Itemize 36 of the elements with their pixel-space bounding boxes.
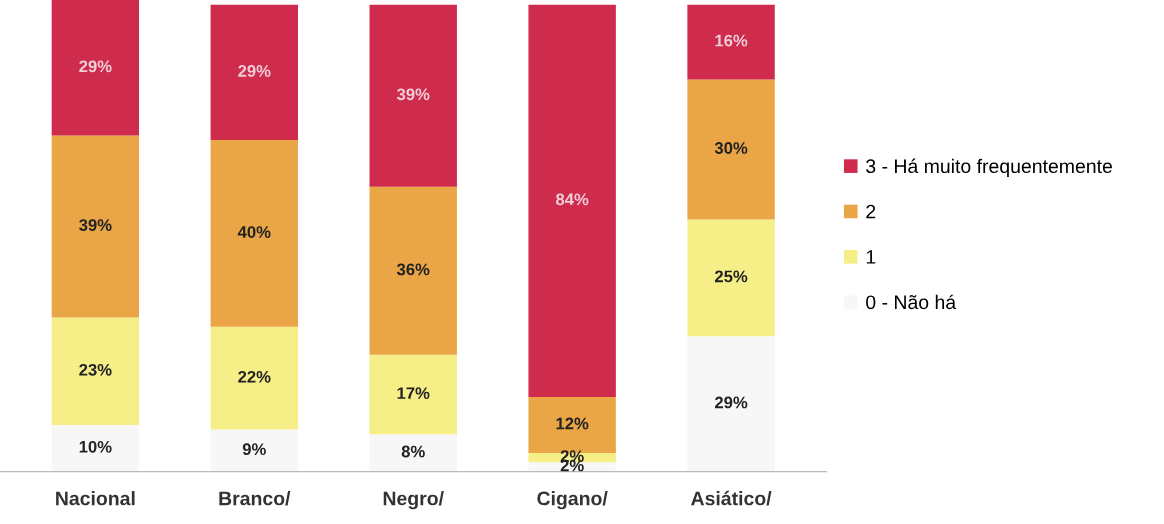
data-label: 40%: [237, 226, 271, 238]
legend-label: 2: [866, 204, 876, 219]
data-label: 22%: [238, 370, 271, 383]
data-label: 29%: [79, 60, 112, 73]
data-label: 16%: [715, 34, 748, 47]
bar: [528, 4, 616, 397]
data-label: 84%: [556, 193, 589, 206]
x-tick-label: Cigano/: [537, 491, 608, 510]
data-label: 39%: [79, 219, 112, 231]
x-tick-label: Negro/: [383, 491, 444, 510]
data-label: 39%: [396, 88, 430, 101]
bar: [210, 4, 298, 141]
data-label: 12%: [556, 417, 589, 430]
data-label: 30%: [714, 142, 748, 154]
data-label: 29%: [238, 65, 271, 77]
bar: [369, 4, 457, 187]
legend-label: 1: [866, 250, 876, 264]
data-label: 9%: [242, 443, 266, 456]
data-label: 17%: [397, 387, 430, 399]
data-label: 36%: [396, 263, 430, 276]
bar: [687, 79, 775, 220]
data-label: 25%: [714, 270, 748, 283]
bar: [369, 186, 457, 355]
data-label: 29%: [714, 396, 748, 409]
bar: [51, 0, 140, 136]
legend-label: 0 - Não há: [866, 294, 957, 310]
data-label: 23%: [79, 363, 112, 376]
bar: [51, 135, 140, 318]
data-label: 8%: [401, 445, 425, 458]
bar: [687, 4, 775, 80]
bar: [210, 140, 298, 327]
x-tick-label: Branco/: [219, 491, 291, 506]
data-label: 10%: [79, 440, 112, 453]
x-tick-label: Asiático/: [691, 490, 772, 506]
legend-label: 3 - Há muito frequentemente: [866, 158, 1112, 177]
x-tick-label: Nacional: [56, 491, 135, 506]
